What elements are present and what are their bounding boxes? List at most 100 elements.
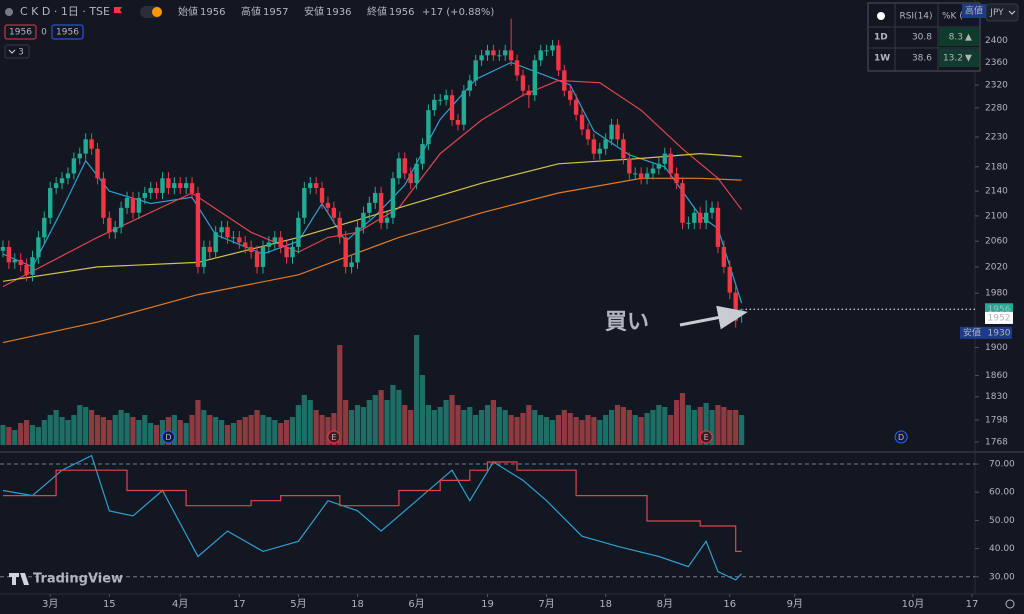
symbol[interactable]: C K D · 1日 · TSE — [20, 5, 110, 18]
chevron — [1008, 10, 1016, 15]
volume-bar — [679, 393, 686, 445]
candle-body — [508, 50, 514, 61]
candle-body — [243, 242, 248, 247]
x-tick-label: 4月 — [172, 598, 188, 610]
candle-body — [237, 237, 242, 243]
volume-bar — [59, 417, 65, 445]
last-price: 1956 — [988, 305, 1011, 315]
oscillator-line — [2, 454, 743, 581]
volume-bar — [419, 375, 426, 445]
volume-bar — [461, 410, 467, 445]
candle-body — [213, 232, 218, 253]
candle-body — [42, 217, 47, 238]
volume-bar — [159, 420, 166, 445]
volume-bar — [77, 405, 83, 445]
candle-body — [627, 158, 632, 174]
oscillator-line — [3, 461, 742, 552]
candle-body — [337, 217, 342, 238]
volume-bar — [467, 407, 473, 445]
ohlc-value: 1936 — [326, 7, 351, 18]
volume-bar — [354, 405, 361, 445]
volume-bar — [254, 410, 260, 445]
volume-bar — [473, 415, 479, 445]
volume-bar — [313, 410, 319, 445]
y-tick-label: 1798 — [985, 415, 1008, 425]
currency-button[interactable] — [985, 3, 1019, 22]
indicator-count: 3 — [18, 48, 24, 58]
widget-rsi: 38.6 — [912, 54, 932, 64]
y-tick-label: 1980 — [985, 289, 1008, 299]
x-tick-label: 9月 — [787, 598, 803, 610]
candle-body — [638, 173, 644, 179]
y-tick-label: 1860 — [985, 371, 1008, 381]
annotation: 買い — [605, 310, 649, 335]
volume-bar — [514, 417, 520, 445]
volume-bar — [390, 385, 396, 445]
rsi-tick-label: 70.00 — [989, 460, 1015, 470]
candle-body — [497, 55, 502, 57]
ohlc-label: 安値 — [304, 5, 324, 18]
candle-body — [390, 178, 396, 218]
widget-col: RSI(14) — [899, 12, 932, 22]
volume-bar — [591, 417, 597, 445]
volume-bar — [608, 410, 615, 445]
candle-body — [562, 70, 567, 91]
y-tick-label: 2320 — [985, 80, 1008, 90]
candle-body — [585, 129, 591, 140]
x-tick-label: 7月 — [538, 598, 554, 610]
volume-bar — [733, 410, 739, 445]
settings-icon[interactable] — [1005, 599, 1015, 609]
candle-body — [201, 246, 207, 267]
volume-bar — [384, 400, 390, 445]
x-tick-label: 6月 — [408, 598, 424, 610]
buy-box[interactable] — [51, 24, 84, 40]
price-pane — [0, 18, 745, 445]
candle-body — [284, 246, 289, 258]
volume-bar — [295, 405, 302, 445]
y-tick-label: 2280 — [985, 103, 1008, 113]
event-label: D — [898, 433, 904, 442]
volume-bar — [396, 390, 402, 445]
volume-bar — [567, 413, 573, 445]
candle-body — [130, 197, 136, 213]
volume-bar — [703, 403, 709, 445]
flag-icon[interactable] — [114, 7, 122, 13]
volume-bar — [242, 417, 248, 445]
x-tick-label: 10月 — [902, 598, 925, 610]
rsi-tick-label: 50.00 — [989, 516, 1015, 526]
volume-bar — [715, 405, 721, 445]
candle-body — [408, 173, 413, 184]
candle-body — [166, 178, 171, 189]
volume-bar — [490, 400, 497, 445]
indicator-toggle[interactable] — [4, 44, 30, 59]
candle-body — [48, 188, 53, 218]
volume-bar — [366, 400, 372, 445]
candle-body — [12, 259, 17, 263]
candle-body — [591, 139, 597, 154]
y-tick-label: 2230 — [985, 132, 1008, 142]
candle-body — [343, 237, 348, 267]
candle-body — [432, 99, 437, 111]
volume-bar — [94, 415, 101, 445]
candle-body — [59, 178, 65, 184]
candle-body — [30, 257, 35, 275]
volume-bar — [662, 407, 668, 445]
volume-bar — [0, 425, 6, 445]
volume-bar — [71, 415, 77, 445]
candle-body — [520, 75, 526, 91]
candle-body — [455, 120, 461, 125]
volume-bar — [555, 415, 562, 445]
candle-body — [154, 188, 159, 193]
x-tick-label: 8月 — [657, 598, 673, 610]
ohlc-label: 終値 — [367, 5, 387, 18]
volume-bar — [124, 413, 130, 445]
volume-bar — [691, 410, 697, 445]
volume-bar — [248, 415, 254, 445]
candle-body — [89, 139, 94, 149]
candle-body — [485, 50, 490, 56]
volume-bar — [319, 415, 325, 445]
volume-bar — [673, 400, 680, 445]
volume-bar — [148, 423, 154, 445]
sell-box[interactable] — [4, 24, 37, 40]
candle-body — [644, 173, 650, 179]
